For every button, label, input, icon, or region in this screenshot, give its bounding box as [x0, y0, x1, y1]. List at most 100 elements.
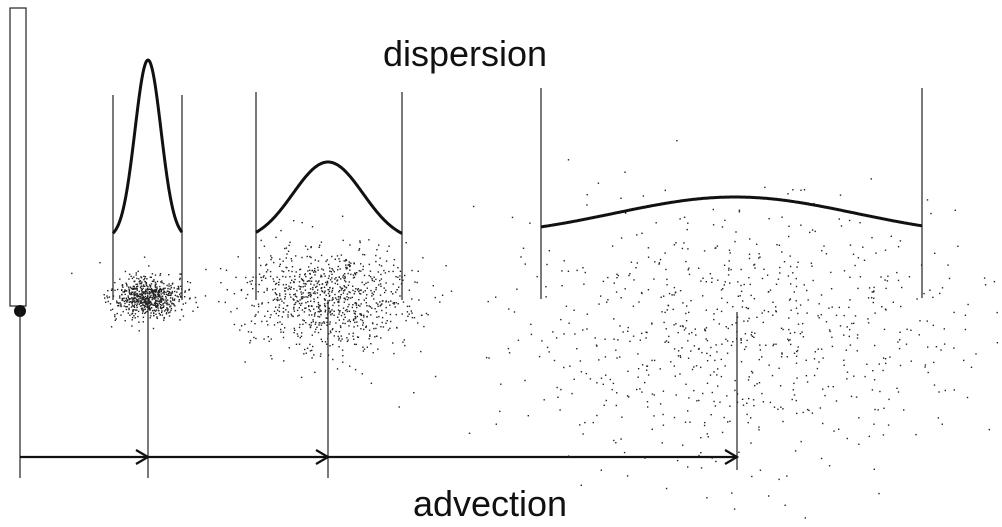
particle [421, 314, 423, 316]
particle [270, 314, 272, 316]
particle [317, 296, 319, 299]
particle [383, 269, 385, 272]
particle [119, 297, 121, 299]
particle [735, 322, 737, 324]
particle [673, 416, 676, 419]
particle [310, 321, 313, 324]
particle [252, 276, 254, 278]
particle [143, 304, 146, 307]
particle [793, 382, 795, 385]
particle [305, 322, 307, 324]
particle [705, 338, 707, 340]
particle [362, 253, 364, 256]
particle [318, 316, 321, 318]
particle [287, 288, 289, 291]
particle [156, 300, 158, 302]
particle [304, 245, 307, 247]
particle [617, 274, 619, 277]
particle [833, 430, 835, 432]
particle [828, 465, 831, 467]
particle [173, 299, 176, 302]
particle [165, 299, 167, 301]
particle [381, 309, 383, 312]
particle [178, 288, 180, 290]
particle [401, 313, 403, 315]
particle [317, 289, 319, 291]
particle [408, 289, 411, 291]
particle [794, 331, 796, 334]
particle [721, 343, 723, 345]
particle [538, 355, 541, 358]
particle [141, 312, 144, 314]
particle [156, 302, 158, 305]
particle [124, 302, 126, 305]
particle [737, 295, 739, 297]
particle [320, 287, 323, 289]
particle [360, 270, 362, 272]
particle [377, 303, 379, 305]
particle [814, 351, 816, 353]
particle [157, 304, 159, 307]
particle [413, 317, 416, 319]
particle [129, 293, 131, 295]
particle [131, 302, 133, 304]
particle [171, 283, 174, 285]
particle [305, 352, 307, 354]
particle [144, 302, 146, 304]
particle [131, 291, 134, 293]
particle [136, 296, 139, 298]
particle [663, 321, 665, 324]
particle [314, 323, 317, 325]
particle [168, 274, 170, 276]
particle [795, 285, 798, 288]
particle [687, 410, 689, 412]
particle [910, 360, 912, 362]
particle [163, 319, 165, 321]
particle [434, 375, 437, 378]
particle [260, 239, 262, 242]
particle [121, 289, 123, 291]
particle [402, 301, 405, 303]
particle [723, 284, 725, 286]
particle [793, 352, 796, 354]
particle [142, 316, 145, 318]
particle [204, 295, 207, 297]
particle [148, 299, 150, 301]
particle [576, 269, 578, 272]
particle [863, 259, 866, 261]
particle [153, 314, 155, 317]
particle [848, 306, 850, 309]
particle [789, 298, 792, 300]
particle [150, 291, 152, 293]
particle [359, 313, 361, 315]
particle [301, 297, 304, 300]
particle [288, 244, 290, 247]
particle [157, 298, 159, 300]
particle [150, 296, 152, 298]
particle [910, 329, 912, 331]
particle [840, 225, 843, 227]
particle [360, 289, 362, 291]
particle [147, 286, 149, 288]
particle [745, 306, 747, 309]
particle [600, 469, 602, 471]
particle [405, 319, 407, 322]
particle [139, 280, 141, 282]
particle [291, 270, 293, 273]
particle [332, 343, 334, 346]
particle [612, 382, 615, 385]
particle [445, 265, 447, 267]
particle [488, 357, 490, 359]
particle [792, 389, 794, 391]
particle [582, 329, 584, 331]
particle [573, 309, 575, 311]
particle [831, 336, 833, 338]
particle [664, 252, 666, 254]
particle [366, 346, 368, 348]
particle [278, 306, 280, 309]
particle [140, 295, 142, 297]
particle [700, 467, 703, 469]
particle [332, 269, 334, 271]
particle [851, 322, 853, 325]
particle [142, 304, 145, 306]
